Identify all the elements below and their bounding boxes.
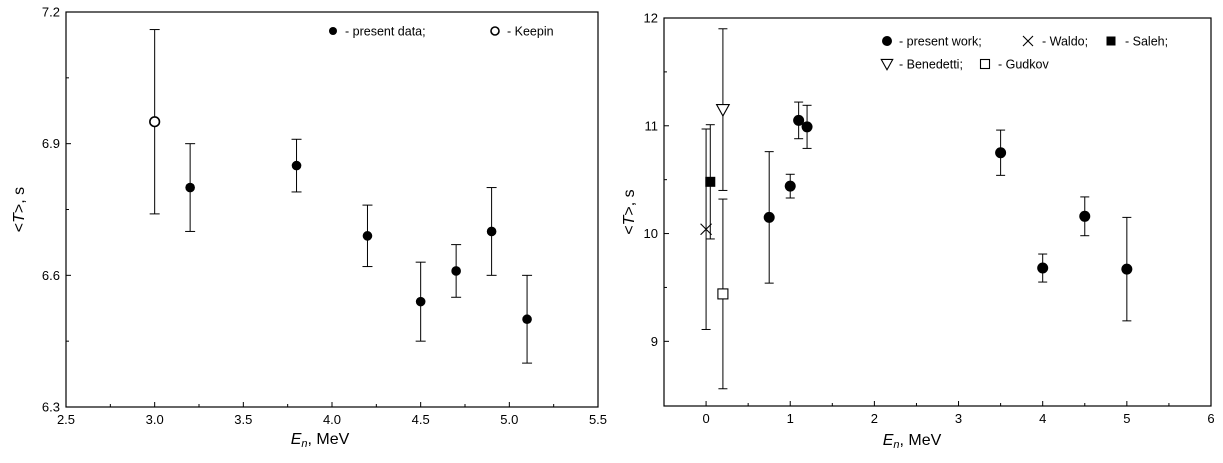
data-point [1037, 262, 1049, 274]
x-tick-label: 5 [1123, 411, 1130, 426]
legend-label: - Saleh; [1125, 35, 1168, 49]
legend-marker [880, 58, 894, 71]
x-tick-label: 3.5 [234, 412, 252, 427]
data-point [717, 288, 729, 300]
plot-frame [65, 11, 599, 408]
y-axis-label: <T>, s [621, 189, 638, 234]
data-point [784, 180, 796, 192]
x-tick-label: 5.0 [500, 412, 518, 427]
data-point [415, 296, 426, 307]
y-tick-label: 7.2 [42, 5, 60, 20]
y-tick-label: 6.3 [42, 400, 60, 415]
x-tick-label: 1 [787, 411, 794, 426]
x-tick-label: 4.0 [323, 412, 341, 427]
data-point [705, 176, 716, 187]
data-point [1079, 210, 1091, 222]
legend-marker [1106, 36, 1116, 46]
y-tick-label: 11 [645, 118, 659, 133]
data-point [522, 314, 532, 325]
data-point [700, 223, 712, 236]
data-point [451, 266, 461, 276]
chart-left: 2.5 3.0 3.5 4.0 4.5 5.0 5.5 6.3 6.6 6.9 7.2 En, MeV… [11, 5, 607, 451]
chart-left-svg: 2.5 3.0 3.5 4.0 4.5 5.0 5.5 6.3 6.6 6.9 7.2 En, MeV… [11, 5, 607, 451]
data-point [995, 147, 1007, 159]
x-tick-label: 3.0 [146, 412, 164, 427]
x-tick-label: 2.5 [57, 412, 75, 427]
data-point [763, 211, 775, 223]
data-point [362, 231, 373, 241]
data-point [793, 114, 805, 126]
legend-label: - Benedetti; [899, 58, 963, 72]
legend-label: - Gudkov [998, 58, 1049, 72]
legend-marker [882, 36, 892, 46]
data-point [185, 182, 195, 193]
y-tick-label: 6.6 [42, 268, 60, 283]
x-tick-label: 3 [955, 411, 962, 426]
legend-label: - present data; [345, 25, 426, 39]
x-tick-label: 5.5 [589, 412, 607, 427]
legend-marker [1022, 35, 1034, 47]
y-tick-label: 9 [651, 334, 658, 349]
legend-marker [979, 58, 991, 70]
legend-marker [490, 26, 500, 36]
legend-label: - Waldo; [1042, 35, 1088, 49]
y-tick-label: 10 [644, 226, 658, 241]
data-point [149, 116, 161, 128]
data-point [715, 104, 731, 118]
y-tick-label: 6.9 [42, 136, 60, 151]
data-point [801, 121, 813, 133]
legend-label: - Keepin [507, 25, 554, 39]
x-tick-label: 0 [702, 411, 709, 426]
x-tick-label: 4.5 [412, 412, 430, 427]
legend-marker [329, 27, 337, 35]
x-tick-label: 6 [1207, 411, 1214, 426]
x-tick-label: 2 [871, 411, 878, 426]
chart-right: 0 1 2 3 4 5 6 9 10 11 12 En, MeV <T>, s- present wor… [612, 0, 1223, 463]
data-point [486, 226, 497, 237]
x-axis-label: En, MeV [883, 432, 942, 451]
legend-label: - present work; [899, 35, 982, 49]
data-point [1121, 263, 1133, 275]
x-tick-label: 4 [1039, 411, 1046, 426]
data-point [291, 160, 302, 171]
y-tick-label: 12 [644, 11, 658, 26]
plot-frame [663, 17, 1212, 407]
y-axis-label: <T>, s [11, 187, 28, 232]
x-axis-label: En, MeV [291, 431, 350, 450]
